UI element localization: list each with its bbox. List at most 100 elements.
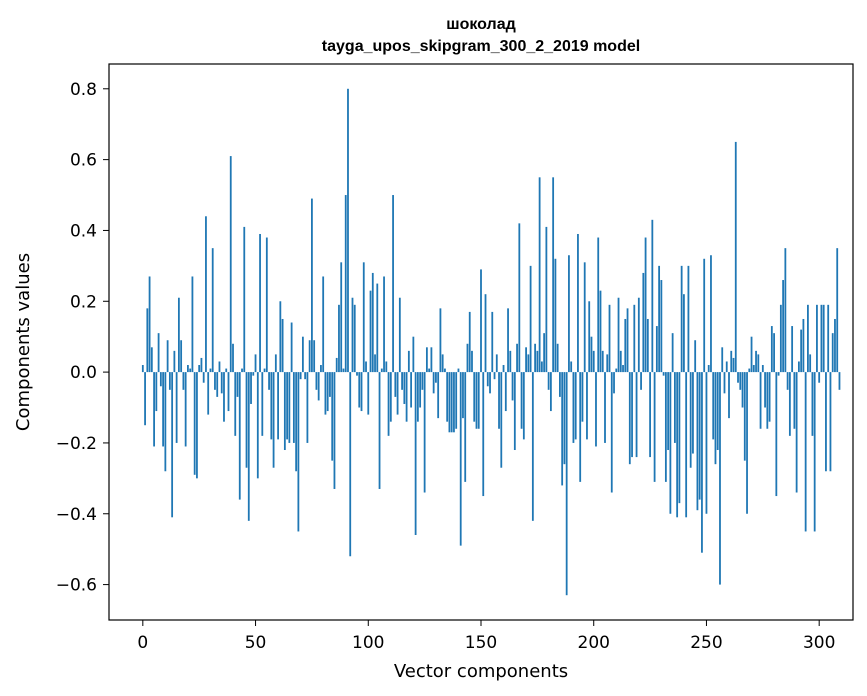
- bar: [358, 372, 361, 408]
- bar: [340, 262, 343, 373]
- bar: [770, 326, 773, 373]
- bar: [211, 248, 214, 373]
- bar: [719, 372, 721, 585]
- bar: [777, 372, 780, 376]
- bar: [281, 318, 284, 373]
- x-tick-label: 250: [690, 633, 722, 653]
- bar: [538, 177, 541, 373]
- bar: [288, 372, 291, 443]
- bar: [748, 368, 751, 373]
- bar: [739, 372, 742, 390]
- bar: [502, 365, 505, 373]
- bar: [795, 372, 798, 493]
- y-tick-label: −0.4: [56, 505, 97, 525]
- bar: [401, 372, 403, 390]
- bar: [698, 372, 701, 500]
- bar: [581, 372, 584, 422]
- bar: [511, 372, 514, 401]
- bar: [315, 372, 318, 390]
- bar: [583, 262, 586, 373]
- bar: [333, 372, 336, 489]
- bar: [622, 365, 624, 373]
- y-tick-label: 0.4: [70, 221, 97, 241]
- bar: [768, 372, 771, 422]
- bar: [274, 354, 277, 373]
- bar: [435, 372, 437, 383]
- bar: [236, 372, 239, 397]
- bar: [245, 372, 248, 468]
- bar: [376, 283, 379, 373]
- bar: [667, 372, 670, 451]
- bar: [270, 372, 273, 440]
- bar: [292, 372, 295, 443]
- bar: [653, 372, 656, 482]
- bar: [658, 265, 661, 373]
- bar: [633, 304, 636, 373]
- bar: [687, 265, 690, 373]
- bar: [437, 372, 440, 419]
- bar: [775, 372, 778, 497]
- bar: [540, 361, 543, 373]
- bar: [836, 248, 839, 373]
- bar: [265, 237, 268, 373]
- bar: [529, 265, 532, 373]
- bar: [595, 372, 597, 447]
- bar: [189, 368, 192, 373]
- bar: [730, 350, 733, 373]
- bar: [797, 361, 800, 373]
- bar: [793, 372, 796, 429]
- bar: [694, 340, 697, 373]
- x-axis-ticks: 0 50 100 150 200 250 300: [137, 620, 835, 653]
- bar: [813, 372, 816, 532]
- bar: [649, 372, 651, 458]
- bar: [256, 372, 259, 479]
- bar: [671, 333, 674, 373]
- bar: [820, 304, 823, 373]
- bar: [331, 372, 334, 461]
- bar: [423, 372, 426, 493]
- bar: [193, 372, 196, 475]
- bar: [561, 372, 564, 486]
- bar: [448, 372, 451, 433]
- bar: [692, 372, 694, 454]
- bar: [829, 372, 832, 472]
- bar: [563, 372, 566, 465]
- bar: [349, 372, 352, 557]
- bar: [545, 226, 548, 373]
- bar: [356, 372, 358, 376]
- bar: [554, 258, 557, 373]
- x-tick-label: 0: [137, 633, 148, 653]
- bar: [261, 372, 264, 436]
- bar: [342, 368, 345, 373]
- bar: [807, 304, 809, 373]
- bar: [518, 223, 521, 373]
- bar: [459, 372, 462, 546]
- bar: [180, 340, 183, 373]
- bar-series: [141, 88, 841, 596]
- bar: [430, 347, 433, 373]
- bar: [243, 226, 246, 373]
- y-tick-label: 0.6: [70, 151, 97, 171]
- bar: [536, 350, 539, 373]
- bar: [565, 372, 568, 596]
- y-tick-label: −0.6: [56, 576, 97, 596]
- bar: [414, 372, 417, 535]
- bar: [637, 297, 640, 373]
- bar: [283, 372, 286, 451]
- bar: [816, 304, 818, 373]
- bar: [162, 372, 165, 447]
- bar: [613, 372, 615, 394]
- bar: [680, 265, 683, 373]
- bar: [646, 318, 649, 373]
- bar: [710, 255, 712, 373]
- x-tick-label: 200: [578, 633, 610, 653]
- bar: [144, 372, 146, 426]
- bar: [750, 336, 753, 373]
- bar: [552, 177, 555, 373]
- bar: [615, 368, 618, 373]
- bar: [416, 372, 419, 422]
- bar: [374, 354, 376, 373]
- bar: [509, 350, 512, 373]
- bar: [773, 333, 775, 373]
